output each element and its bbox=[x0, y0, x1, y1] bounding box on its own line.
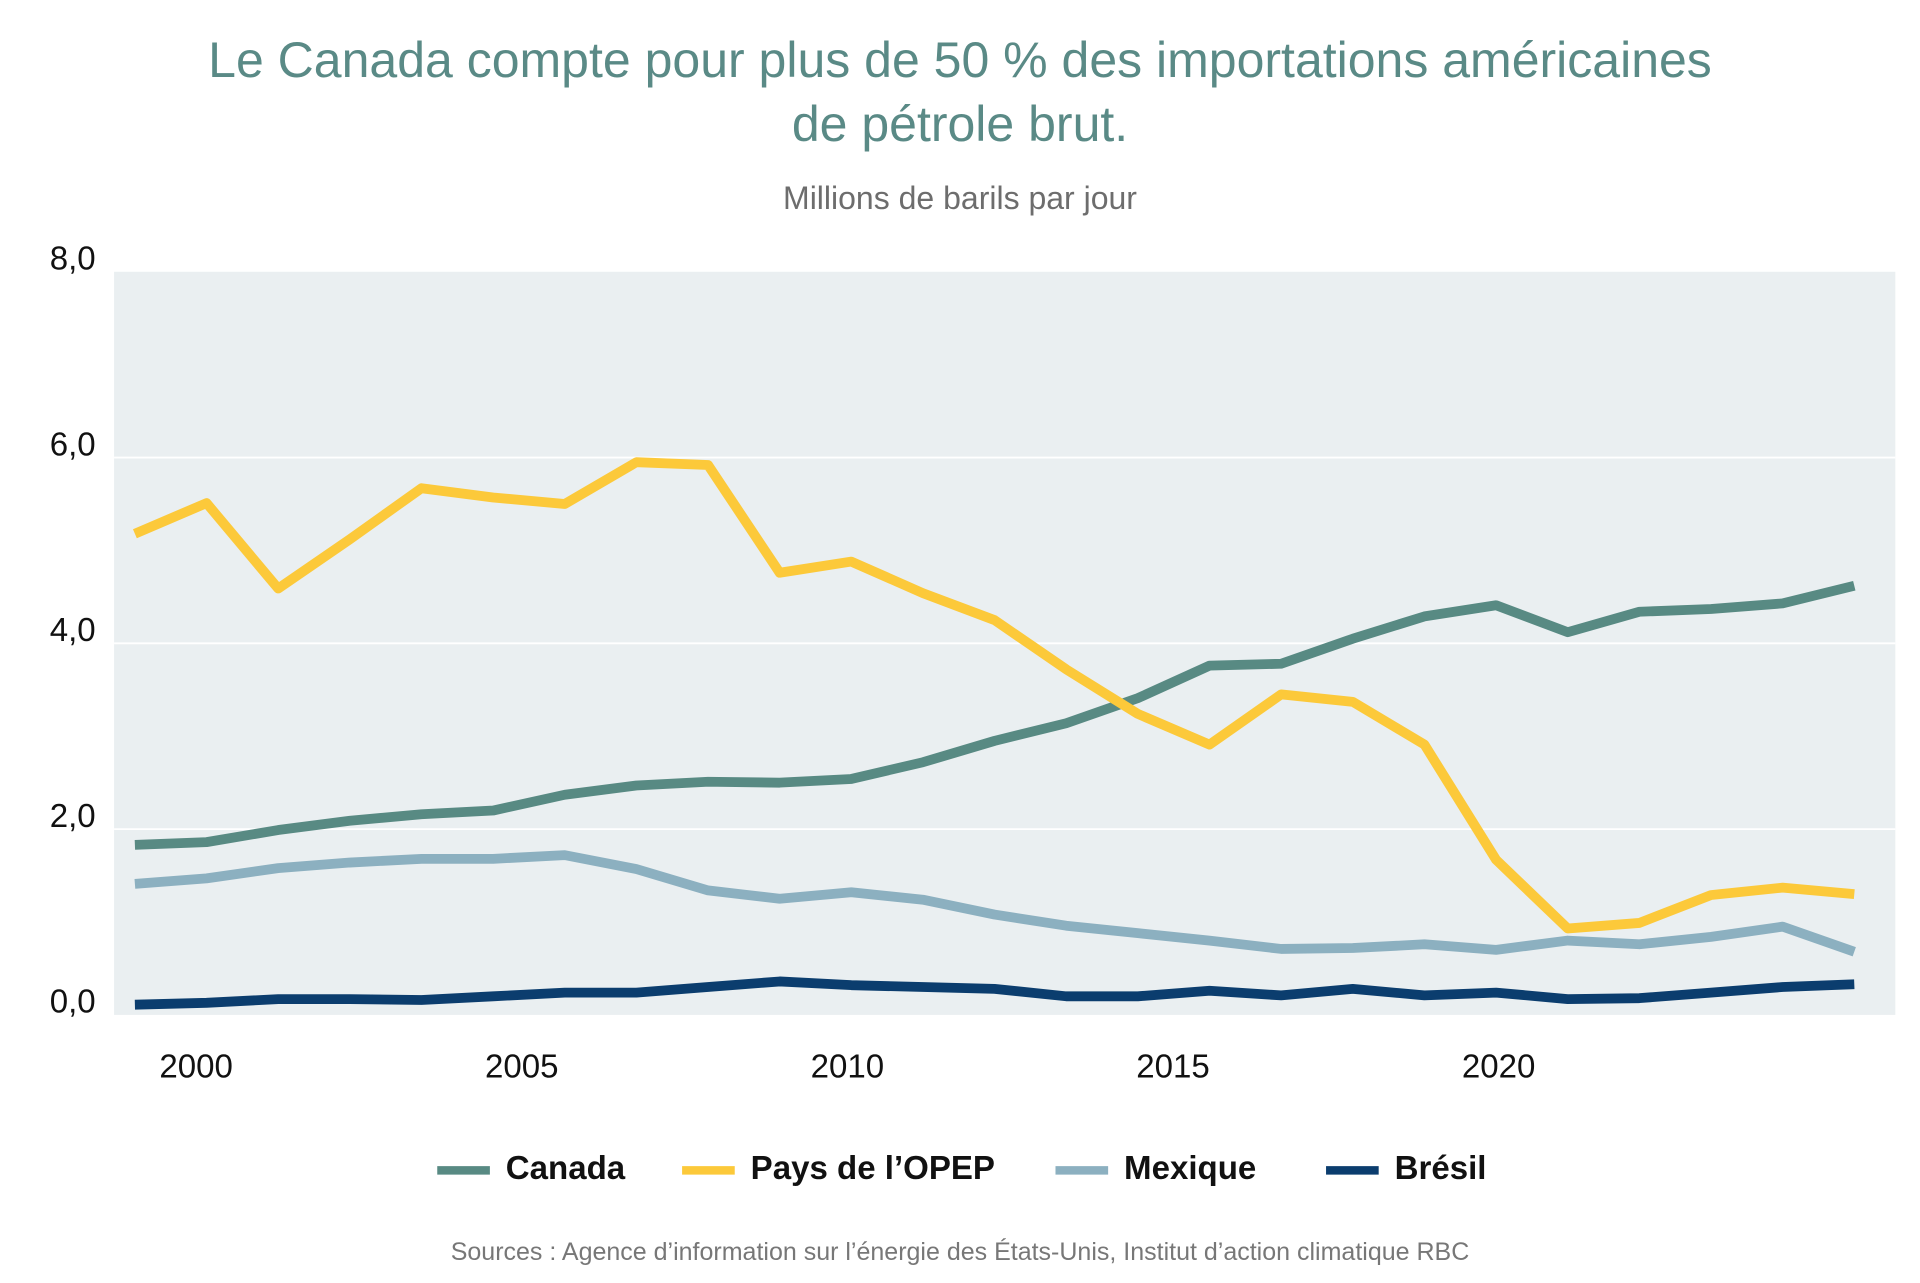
line-series bbox=[132, 457, 1855, 934]
line-series bbox=[134, 850, 1856, 957]
legend-label: Brésil bbox=[1395, 1150, 1487, 1187]
chart-subtitle: Millions de barils par jour bbox=[783, 180, 1137, 216]
x-tick-label: 2005 bbox=[485, 1048, 559, 1085]
line-series bbox=[134, 580, 1856, 850]
x-tick-label: 2000 bbox=[159, 1048, 233, 1085]
x-tick-label: 2020 bbox=[1462, 1048, 1536, 1085]
legend-label: Pays de l’OPEP bbox=[751, 1150, 995, 1187]
legend-label: Mexique bbox=[1124, 1150, 1256, 1187]
y-tick-label: 6,0 bbox=[50, 426, 96, 463]
y-tick-label: 4,0 bbox=[50, 612, 96, 649]
legend-label: Canada bbox=[506, 1150, 626, 1187]
chart-title: Le Canada compte pour plus de 50 % des i… bbox=[208, 32, 1712, 152]
source-note: Sources : Agence d’information sur l’éne… bbox=[450, 1238, 1470, 1266]
y-tick-label: 8,0 bbox=[50, 240, 96, 277]
y-tick-label: 2,0 bbox=[50, 798, 96, 835]
x-tick-label: 2010 bbox=[811, 1048, 885, 1085]
line-series bbox=[134, 976, 1855, 1010]
y-tick-label: 0,0 bbox=[50, 984, 96, 1021]
x-tick-label: 2015 bbox=[1136, 1048, 1210, 1085]
